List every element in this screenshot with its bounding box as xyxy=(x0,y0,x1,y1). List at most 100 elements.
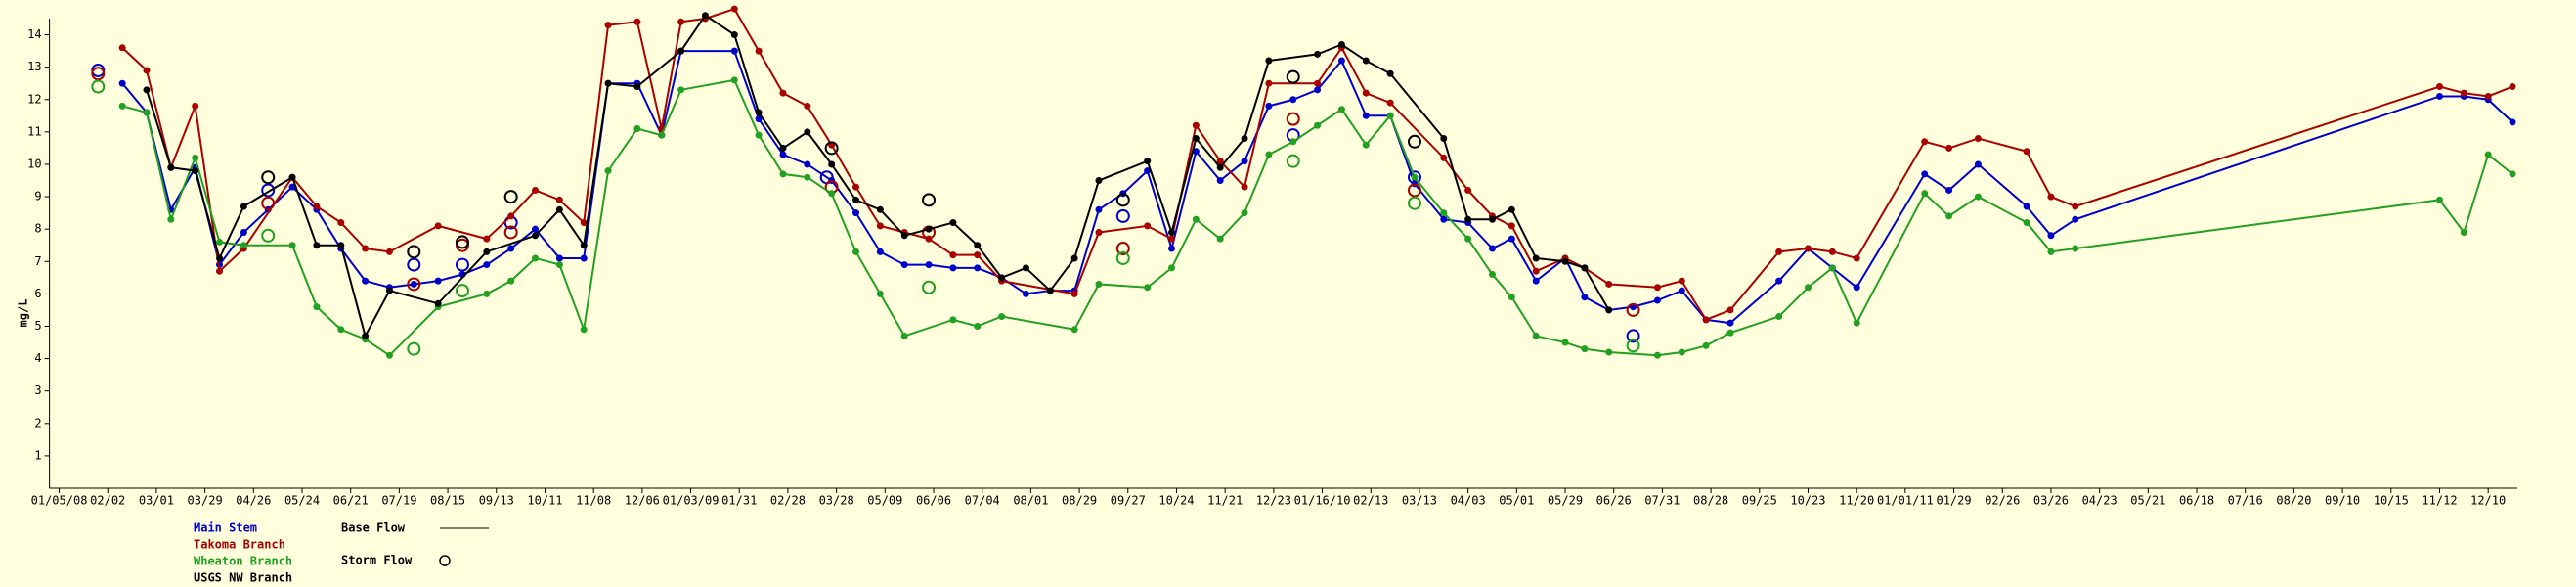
y-tick-label: 14 xyxy=(27,27,41,41)
base-flow-point xyxy=(1337,106,1345,113)
base-flow-point xyxy=(1241,209,1248,217)
base-flow-point xyxy=(1678,348,1685,356)
base-flow-point xyxy=(1828,248,1836,255)
x-tick-label: 02/28 xyxy=(770,494,806,508)
base-flow-point xyxy=(507,245,515,252)
base-flow-point xyxy=(1440,215,1448,223)
base-flow-point xyxy=(362,277,370,285)
base-flow-point xyxy=(2509,83,2516,91)
base-flow-point xyxy=(362,245,370,252)
base-flow-point xyxy=(1216,163,1224,171)
x-tick-label: 10/15 xyxy=(2374,494,2409,508)
base-flow-point xyxy=(900,232,908,240)
storm-flow-point xyxy=(1286,154,1300,168)
base-flow-point xyxy=(555,196,563,203)
base-flow-point xyxy=(1678,277,1685,285)
base-flow-point xyxy=(2509,170,2516,178)
y-tick-label: 6 xyxy=(34,287,41,300)
base-flow-point xyxy=(288,173,296,181)
base-flow-point xyxy=(876,222,884,230)
storm-flow-point xyxy=(1407,196,1421,210)
base-flow-point xyxy=(1605,348,1613,356)
base-flow-point xyxy=(1561,339,1569,346)
base-flow-point xyxy=(507,277,515,285)
storm-flow-point xyxy=(1115,250,1130,265)
base-flow-point xyxy=(1386,112,1394,119)
base-flow-point xyxy=(755,47,763,55)
base-flow-point xyxy=(755,131,763,139)
base-flow-point xyxy=(852,183,860,191)
base-flow-point xyxy=(1702,341,1710,349)
base-flow-point xyxy=(2460,89,2467,97)
base-flow-point xyxy=(1921,138,1929,146)
base-flow-point xyxy=(1314,86,1322,94)
x-tick-label: 08/28 xyxy=(1693,494,1728,508)
x-tick-label: 09/27 xyxy=(1111,494,1146,508)
x-tick-label: 09/10 xyxy=(2325,494,2360,508)
base-flow-point xyxy=(949,316,957,324)
base-flow-point xyxy=(1581,294,1589,301)
base-flow-point xyxy=(2072,215,2079,223)
base-flow-point xyxy=(143,86,151,94)
base-flow-point xyxy=(1168,228,1176,236)
base-flow-point xyxy=(1464,215,1472,223)
storm-flow-point xyxy=(503,225,518,240)
base-flow-point xyxy=(1095,205,1103,213)
base-flow-point xyxy=(1945,144,1953,152)
storm-flow-point xyxy=(1626,302,1640,317)
base-flow-point xyxy=(1216,158,1224,165)
x-tick-label: 05/24 xyxy=(284,494,320,508)
base-flow-point xyxy=(1702,316,1710,324)
base-flow-point xyxy=(1265,102,1273,110)
x-tick-label: 06/21 xyxy=(333,494,369,508)
storm-flow-point xyxy=(1407,134,1421,149)
base-flow-point xyxy=(852,209,860,217)
base-flow-point xyxy=(555,261,563,269)
y-tick-label: 10 xyxy=(27,157,41,170)
base-flow-point xyxy=(2023,148,2030,156)
base-flow-point xyxy=(1507,235,1515,243)
base-flow-point xyxy=(2484,151,2492,158)
base-flow-point xyxy=(1945,186,1953,194)
base-flow-point xyxy=(216,254,224,262)
base-flow-point xyxy=(1605,306,1613,314)
x-tick-label: 02/26 xyxy=(1985,494,2020,508)
base-flow-point xyxy=(1507,222,1515,230)
base-flow-point xyxy=(1168,264,1176,272)
series-line xyxy=(121,7,2513,322)
x-tick-label: 06/26 xyxy=(1596,494,1632,508)
base-flow-point xyxy=(1168,235,1176,243)
base-flow-point xyxy=(1532,267,1540,275)
base-flow-point xyxy=(2047,232,2055,240)
base-flow-point xyxy=(118,44,126,52)
base-flow-point xyxy=(1022,290,1029,297)
base-flow-point xyxy=(1362,112,1370,119)
base-flow-point xyxy=(143,67,151,74)
base-flow-point xyxy=(974,264,982,272)
base-flow-point xyxy=(1440,209,1448,217)
base-flow-point xyxy=(1070,326,1078,334)
storm-flow-point xyxy=(1115,193,1130,207)
base-flow-point xyxy=(1464,186,1472,194)
x-tick-label: 05/01 xyxy=(1499,494,1534,508)
y-tick-label: 2 xyxy=(34,416,41,429)
base-flow-point xyxy=(313,203,321,210)
series-line xyxy=(121,50,2513,325)
storm-flow-point xyxy=(261,183,276,198)
base-flow-point xyxy=(2072,203,2079,210)
base-flow-point xyxy=(925,225,933,233)
base-flow-point xyxy=(949,251,957,259)
base-flow-point xyxy=(532,225,540,233)
x-tick-label: 01/16/10 xyxy=(1294,494,1351,508)
storm-flow-point xyxy=(1115,242,1130,256)
base-flow-point xyxy=(410,280,417,288)
base-flow-point xyxy=(1362,57,1370,65)
storm-flow-point xyxy=(922,193,937,207)
base-flow-point xyxy=(483,235,491,243)
base-flow-point xyxy=(1653,351,1661,359)
base-flow-point xyxy=(804,160,811,168)
base-flow-point xyxy=(1464,235,1472,243)
base-flow-point xyxy=(1314,79,1322,87)
base-flow-point xyxy=(1853,319,1860,327)
